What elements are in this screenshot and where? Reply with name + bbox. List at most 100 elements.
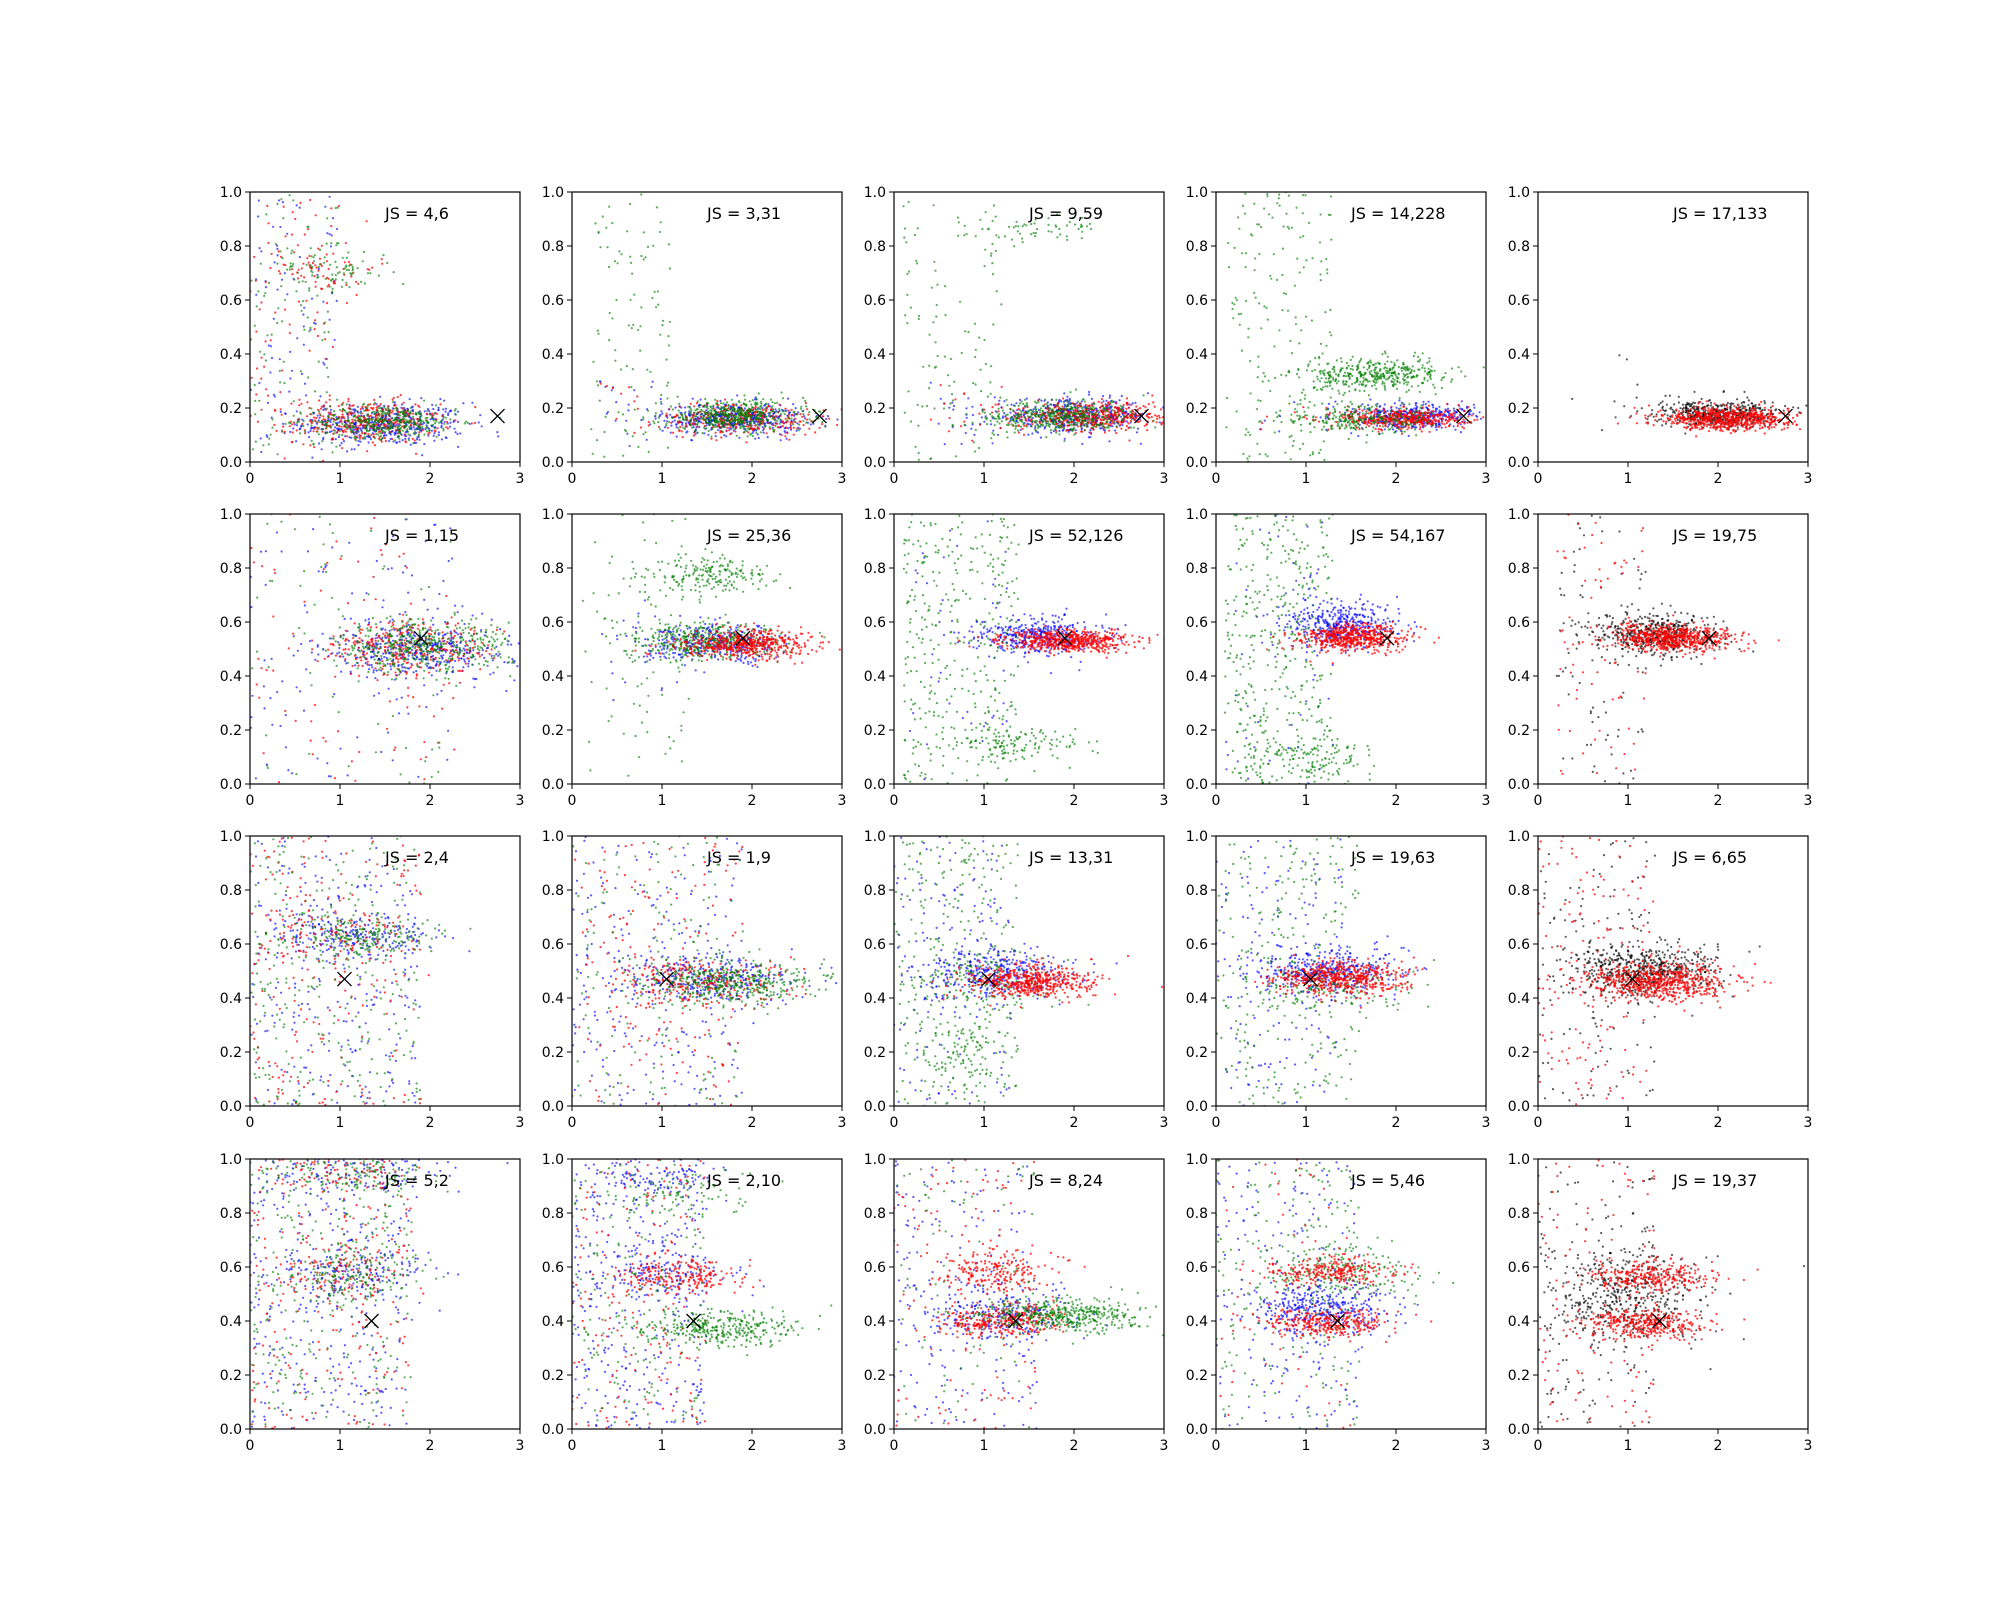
data-point bbox=[691, 397, 694, 400]
data-point bbox=[1056, 402, 1060, 405]
data-point bbox=[809, 423, 812, 426]
data-point bbox=[362, 250, 366, 253]
data-point bbox=[717, 422, 720, 426]
data-point bbox=[332, 420, 335, 423]
data-point bbox=[599, 382, 602, 385]
data-point bbox=[732, 423, 736, 426]
data-point bbox=[341, 430, 344, 433]
data-point bbox=[1062, 401, 1065, 404]
data-point bbox=[998, 413, 1001, 416]
data-point bbox=[288, 268, 291, 271]
data-point bbox=[325, 422, 328, 426]
data-point bbox=[1052, 429, 1055, 433]
data-point bbox=[299, 432, 302, 435]
data-point bbox=[1071, 217, 1074, 220]
data-point bbox=[367, 429, 370, 433]
data-point bbox=[471, 401, 474, 404]
data-point bbox=[1056, 213, 1059, 216]
data-point bbox=[746, 427, 749, 430]
data-point bbox=[642, 418, 645, 421]
data-point bbox=[1143, 424, 1146, 427]
data-point bbox=[1110, 399, 1113, 402]
data-point bbox=[1065, 235, 1068, 238]
data-point bbox=[318, 420, 321, 423]
data-point bbox=[266, 435, 269, 438]
data-point bbox=[477, 421, 480, 424]
data-point bbox=[645, 438, 648, 441]
data-point bbox=[768, 427, 772, 430]
data-point bbox=[429, 418, 432, 421]
data-point bbox=[759, 410, 762, 413]
data-point bbox=[751, 434, 754, 438]
data-point bbox=[796, 427, 799, 430]
data-point bbox=[296, 244, 299, 247]
data-point bbox=[392, 407, 395, 410]
data-point bbox=[291, 431, 294, 434]
data-point bbox=[1000, 420, 1004, 423]
data-point bbox=[795, 429, 798, 432]
data-point bbox=[358, 427, 361, 430]
data-point bbox=[322, 361, 325, 364]
data-point bbox=[1100, 423, 1103, 426]
data-point bbox=[408, 415, 411, 418]
data-point bbox=[754, 401, 757, 404]
data-point bbox=[1083, 419, 1086, 422]
data-point bbox=[410, 410, 413, 413]
data-point bbox=[804, 433, 807, 436]
data-point bbox=[289, 262, 292, 265]
data-point bbox=[321, 440, 324, 443]
data-point bbox=[673, 419, 677, 422]
data-point bbox=[620, 253, 623, 256]
data-point bbox=[1059, 425, 1062, 428]
data-point bbox=[695, 415, 698, 418]
data-point bbox=[1093, 407, 1096, 410]
data-point bbox=[400, 425, 404, 428]
data-point bbox=[255, 393, 258, 396]
data-point bbox=[307, 225, 310, 228]
data-point bbox=[627, 409, 630, 412]
data-point bbox=[695, 419, 698, 422]
data-point bbox=[1047, 230, 1050, 233]
data-point bbox=[698, 406, 701, 409]
data-point bbox=[456, 432, 459, 436]
data-point bbox=[786, 419, 789, 422]
data-point bbox=[1034, 400, 1037, 403]
data-point bbox=[659, 221, 662, 224]
data-point bbox=[707, 429, 710, 433]
data-point bbox=[403, 433, 406, 436]
y-tick-label: 0.4 bbox=[542, 347, 564, 363]
data-point bbox=[254, 279, 257, 282]
data-point bbox=[1090, 423, 1093, 426]
data-point bbox=[1363, 408, 1366, 411]
data-point bbox=[347, 397, 350, 400]
data-point bbox=[405, 425, 408, 428]
data-point bbox=[1055, 398, 1058, 401]
data-point bbox=[366, 450, 369, 453]
data-point bbox=[759, 407, 762, 411]
x-marker bbox=[812, 408, 827, 424]
data-point bbox=[997, 236, 1000, 239]
data-point bbox=[780, 433, 783, 437]
data-point bbox=[771, 417, 774, 420]
data-point bbox=[338, 429, 341, 433]
data-point bbox=[259, 262, 262, 265]
data-point bbox=[1125, 397, 1129, 400]
y-tick-label: 0.4 bbox=[220, 347, 242, 363]
data-point bbox=[312, 430, 315, 433]
data-point bbox=[948, 417, 951, 420]
data-point bbox=[981, 408, 984, 411]
data-point bbox=[307, 228, 310, 231]
data-point bbox=[723, 418, 726, 421]
data-point bbox=[1008, 225, 1011, 228]
data-point bbox=[293, 278, 296, 281]
data-point bbox=[1054, 415, 1057, 418]
data-point bbox=[1093, 409, 1096, 412]
data-point bbox=[361, 432, 364, 435]
y-tick-label: 0.6 bbox=[542, 293, 564, 309]
data-point bbox=[326, 217, 329, 220]
data-point bbox=[639, 325, 642, 328]
data-point bbox=[322, 415, 325, 418]
data-point bbox=[1012, 424, 1015, 427]
data-point bbox=[329, 418, 332, 421]
data-point bbox=[326, 232, 329, 235]
